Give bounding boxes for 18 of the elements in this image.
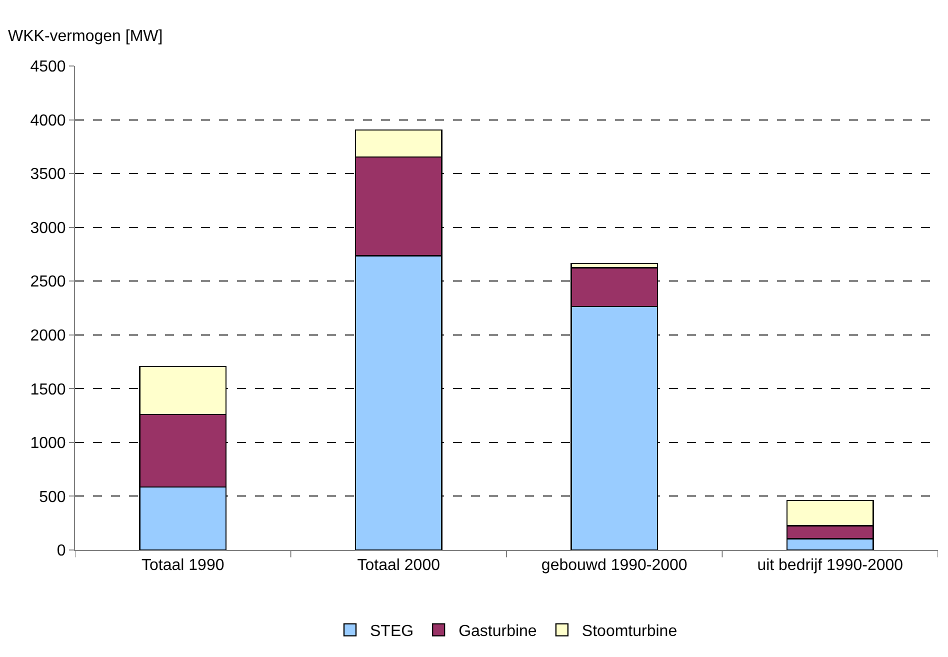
x-tick-label: Totaal 1990 (142, 557, 224, 574)
legend-label: Stoomturbine (582, 623, 678, 640)
legend-label: Gasturbine (458, 623, 537, 640)
y-tick-label: 0 (56, 542, 66, 560)
y-tick-label: 2500 (30, 274, 66, 291)
y-tick-label: 2000 (30, 327, 66, 344)
y-tick-label: 1500 (30, 381, 66, 398)
legend-label: STEG (370, 623, 414, 640)
y-axis-title: WKK-vermogen [MW] (8, 28, 163, 45)
y-tick-label: 4500 (30, 58, 66, 76)
y-tick-label: 500 (39, 488, 66, 506)
y-tick-label: 3500 (30, 166, 66, 184)
x-tick-label: uit bedrijf 1990-2000 (757, 557, 904, 574)
y-tick-label: 1000 (30, 435, 66, 452)
y-tick-label: 3000 (30, 220, 66, 237)
y-tick-label: 4000 (30, 112, 66, 130)
x-tick-label: Totaal 2000 (357, 557, 440, 574)
x-tick-label: gebouwd 1990-2000 (541, 557, 688, 574)
